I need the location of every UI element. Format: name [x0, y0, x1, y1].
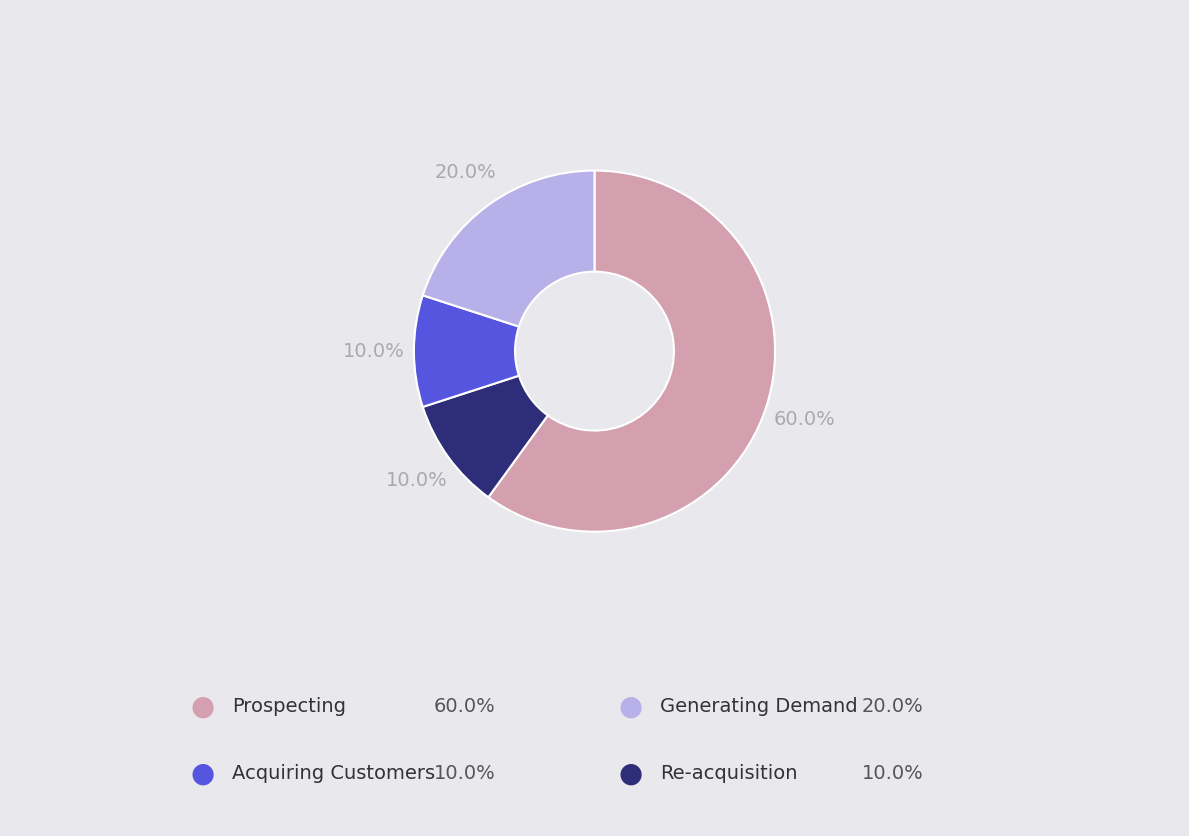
Wedge shape [423, 171, 594, 327]
Text: Re-acquisition: Re-acquisition [660, 764, 798, 782]
Text: ●: ● [618, 759, 642, 788]
Text: 20.0%: 20.0% [434, 163, 496, 182]
Text: 10.0%: 10.0% [385, 472, 447, 490]
Text: ●: ● [190, 759, 214, 788]
Text: 10.0%: 10.0% [344, 342, 405, 360]
Wedge shape [423, 375, 548, 497]
Text: 10.0%: 10.0% [434, 764, 496, 782]
Text: ●: ● [190, 692, 214, 721]
Text: Acquiring Customers: Acquiring Customers [232, 764, 435, 782]
Text: Prospecting: Prospecting [232, 697, 346, 716]
Wedge shape [489, 171, 775, 532]
Text: Generating Demand: Generating Demand [660, 697, 857, 716]
Text: 10.0%: 10.0% [862, 764, 924, 782]
Text: 60.0%: 60.0% [773, 410, 835, 429]
Text: ●: ● [618, 692, 642, 721]
Text: 20.0%: 20.0% [862, 697, 924, 716]
Text: 60.0%: 60.0% [434, 697, 496, 716]
Wedge shape [414, 295, 518, 407]
